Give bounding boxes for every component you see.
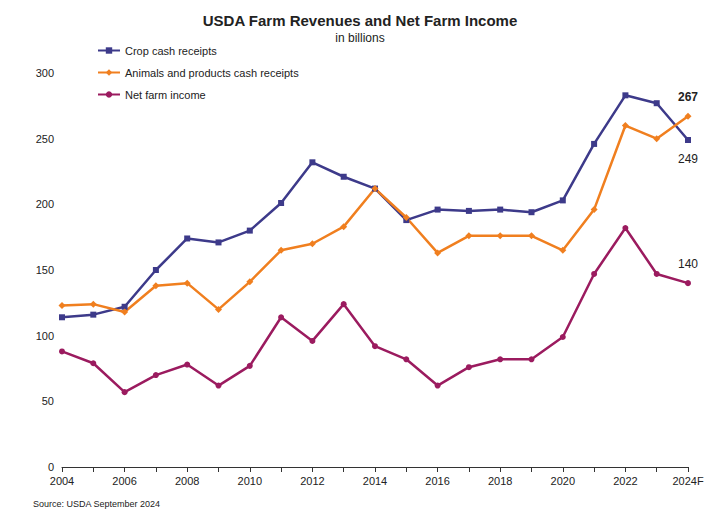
svg-text:Animals and products cash rece: Animals and products cash receipts (125, 67, 299, 79)
svg-text:Net farm income: Net farm income (125, 89, 206, 101)
svg-text:2024F: 2024F (672, 475, 703, 487)
svg-text:2004: 2004 (50, 475, 74, 487)
svg-text:140: 140 (678, 257, 698, 271)
svg-text:200: 200 (36, 198, 54, 210)
svg-text:2016: 2016 (425, 475, 449, 487)
svg-text:2014: 2014 (363, 475, 387, 487)
svg-text:Source: USDA September 2024: Source: USDA September 2024 (33, 499, 160, 509)
svg-text:Crop cash receipts: Crop cash receipts (125, 45, 217, 57)
svg-text:2010: 2010 (238, 475, 262, 487)
svg-text:249: 249 (678, 152, 698, 166)
svg-text:150: 150 (36, 264, 54, 276)
svg-text:2006: 2006 (112, 475, 136, 487)
svg-text:2012: 2012 (300, 475, 324, 487)
svg-text:2020: 2020 (551, 475, 575, 487)
svg-text:2022: 2022 (613, 475, 637, 487)
svg-text:100: 100 (36, 330, 54, 342)
svg-text:2008: 2008 (175, 475, 199, 487)
svg-text:in billions: in billions (335, 31, 384, 45)
svg-text:0: 0 (48, 461, 54, 473)
svg-text:2018: 2018 (488, 475, 512, 487)
svg-text:USDA Farm Revenues and Net Far: USDA Farm Revenues and Net Farm Income (203, 12, 518, 29)
svg-text:300: 300 (36, 67, 54, 79)
svg-text:250: 250 (36, 133, 54, 145)
svg-text:267: 267 (678, 90, 698, 104)
svg-text:50: 50 (42, 395, 54, 407)
